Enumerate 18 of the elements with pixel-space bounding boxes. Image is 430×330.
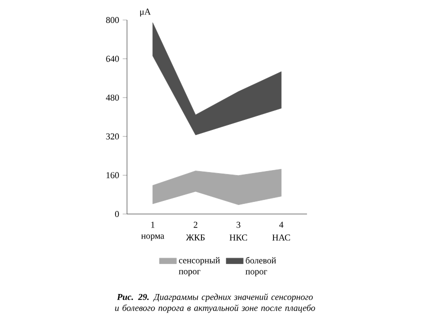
x-tick-label: 4 xyxy=(279,222,284,228)
y-tick-label: 800 xyxy=(106,16,119,24)
y-tick-label: 320 xyxy=(106,133,119,140)
y-tick-label: 640 xyxy=(106,56,119,62)
y-tick-label: 0 xyxy=(115,210,119,218)
legend-label: болевой порог xyxy=(246,256,276,276)
text: НАС xyxy=(272,234,290,241)
x-tick-label: 1 xyxy=(151,222,154,228)
y-tick-label: 160 xyxy=(106,172,119,178)
text: НКС xyxy=(230,234,248,241)
text: ЖКБ xyxy=(186,234,205,240)
x-tick-label: 3 xyxy=(236,222,240,228)
y-tick-label: 480 xyxy=(106,94,119,101)
text: норма xyxy=(141,234,164,241)
legend-label: сенсорный порог xyxy=(178,257,220,276)
y-axis-title: μA xyxy=(140,8,151,16)
text: Рис. 29. Диаграммы средних значений сенсорного и болевого порога в актуальной зоне после плацебо xyxy=(115,294,316,313)
x-tick-label: 2 xyxy=(194,222,198,228)
